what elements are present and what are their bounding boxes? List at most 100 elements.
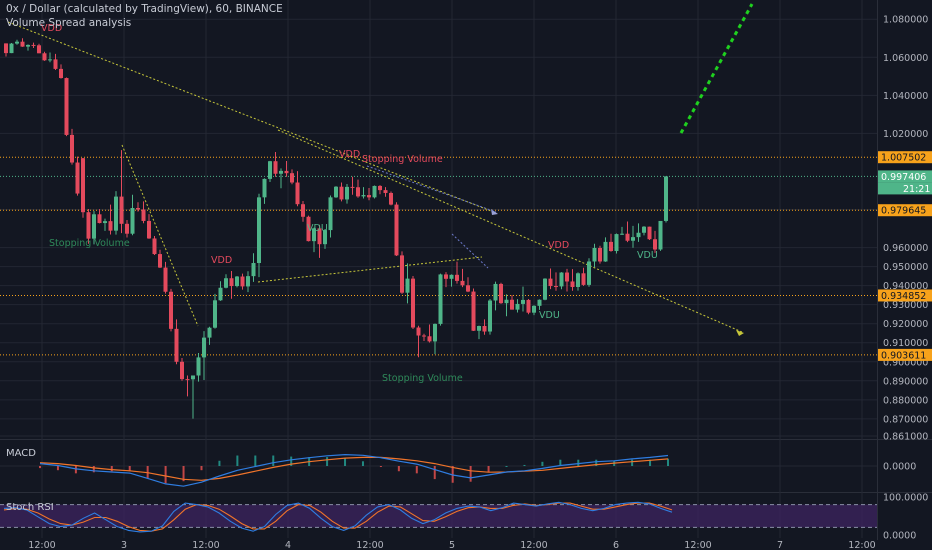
vsa-annotation: VDU (307, 223, 328, 234)
price-tag (878, 348, 932, 361)
candle (136, 202, 140, 212)
candle (218, 281, 223, 301)
arrow-line[interactable] (366, 165, 497, 213)
candle-body (367, 195, 371, 198)
candle-body (15, 41, 19, 44)
candle-body (64, 78, 69, 135)
price-tick-label: 0.900000 (883, 357, 928, 368)
candle-body (460, 280, 465, 286)
candle-body (554, 286, 558, 288)
candle (422, 333, 426, 342)
candle-body (125, 223, 129, 234)
projection-path[interactable] (679, 3, 754, 134)
candle (70, 128, 74, 165)
main-downtrend-line[interactable] (277, 129, 743, 333)
descending-trendline[interactable] (7, 21, 497, 214)
candle-body (427, 336, 432, 342)
candlestick-series (4, 38, 668, 419)
candle-body (130, 208, 135, 234)
candle-body (587, 261, 591, 285)
macd-histogram-bar (415, 466, 418, 474)
candle (477, 325, 481, 340)
candle-body (510, 299, 514, 310)
candle-body (4, 43, 8, 54)
candle-body (383, 190, 388, 193)
candle-body (306, 216, 311, 242)
candle-body (213, 300, 217, 328)
candle-body (328, 197, 333, 231)
candle (466, 277, 470, 293)
candle (642, 226, 646, 236)
vsa-annotation: Stopping Volume (362, 154, 443, 165)
candle (317, 224, 322, 258)
time-tick-label: 6 (613, 540, 619, 550)
candle (213, 293, 217, 329)
price-tag (878, 289, 932, 302)
candle (262, 178, 267, 204)
candle (532, 305, 536, 316)
candle (301, 200, 305, 222)
candle-body (598, 247, 602, 262)
candle (196, 353, 201, 382)
candle-body (317, 228, 322, 245)
arrow-head-icon (736, 330, 744, 336)
candle-body (361, 195, 366, 197)
stoch-k-line (3, 501, 673, 533)
macd-histogram-bar (649, 459, 652, 466)
price-tick-label: 0.880000 (883, 395, 928, 406)
support-trendline[interactable] (257, 256, 483, 283)
candle (400, 251, 404, 294)
candle-body (570, 281, 575, 287)
macd-histogram-bar (218, 460, 221, 466)
drop-trendline[interactable] (121, 144, 199, 327)
candle (180, 357, 184, 381)
macd-histogram-bar (577, 459, 580, 466)
candle (345, 184, 349, 204)
price-tag-label: 0.934852 (881, 291, 926, 302)
candle (207, 326, 212, 345)
macd-histogram-bar (92, 466, 95, 473)
candle-body (345, 186, 349, 200)
price-tick-label: 0.920000 (883, 319, 928, 330)
macd-histogram-bar (164, 466, 167, 484)
candle-body (543, 278, 547, 300)
candle-body (433, 323, 437, 342)
macd-histogram-bar (433, 466, 436, 480)
price-tag-label: 0.979645 (881, 206, 926, 217)
candle (163, 261, 168, 294)
candle-body (9, 43, 14, 54)
candle-body (471, 291, 476, 331)
candle-body (229, 278, 234, 287)
candle-body (323, 230, 327, 245)
candle-body (356, 187, 360, 197)
candle (257, 193, 261, 278)
candle-body (653, 239, 657, 250)
macd-histogram-bar (56, 466, 59, 471)
candle (339, 182, 344, 202)
vsa-annotation: VDU (539, 310, 560, 321)
candle (15, 39, 19, 45)
short-arrow-line[interactable] (451, 233, 489, 269)
candle (26, 44, 30, 51)
macd-histogram-bar (505, 466, 508, 467)
macd-histogram-bar (236, 455, 239, 466)
time-axis[interactable]: 12:00 3 12:00 4 12:00 5 12:00 6 12:00 7 12:00 (28, 540, 875, 550)
candle-body (312, 228, 316, 242)
candle (328, 195, 333, 238)
candle (438, 273, 443, 326)
price-tick-label: 1.080000 (883, 15, 928, 26)
candle-body (647, 226, 652, 240)
price-tick-label: 0.870000 (883, 414, 928, 425)
price-tick-label: 0.950000 (883, 262, 928, 273)
candle-body (422, 335, 426, 337)
price-axis[interactable]: 1.0800001.0600001.0400001.0200000.980000… (878, 15, 932, 542)
candle (587, 258, 591, 287)
candle (515, 299, 520, 313)
indicator-name: Volume Spread analysis (6, 17, 132, 29)
candle (306, 215, 311, 242)
candle (444, 272, 448, 288)
candle-body (169, 291, 173, 329)
candle (141, 201, 146, 224)
candle (653, 230, 657, 253)
